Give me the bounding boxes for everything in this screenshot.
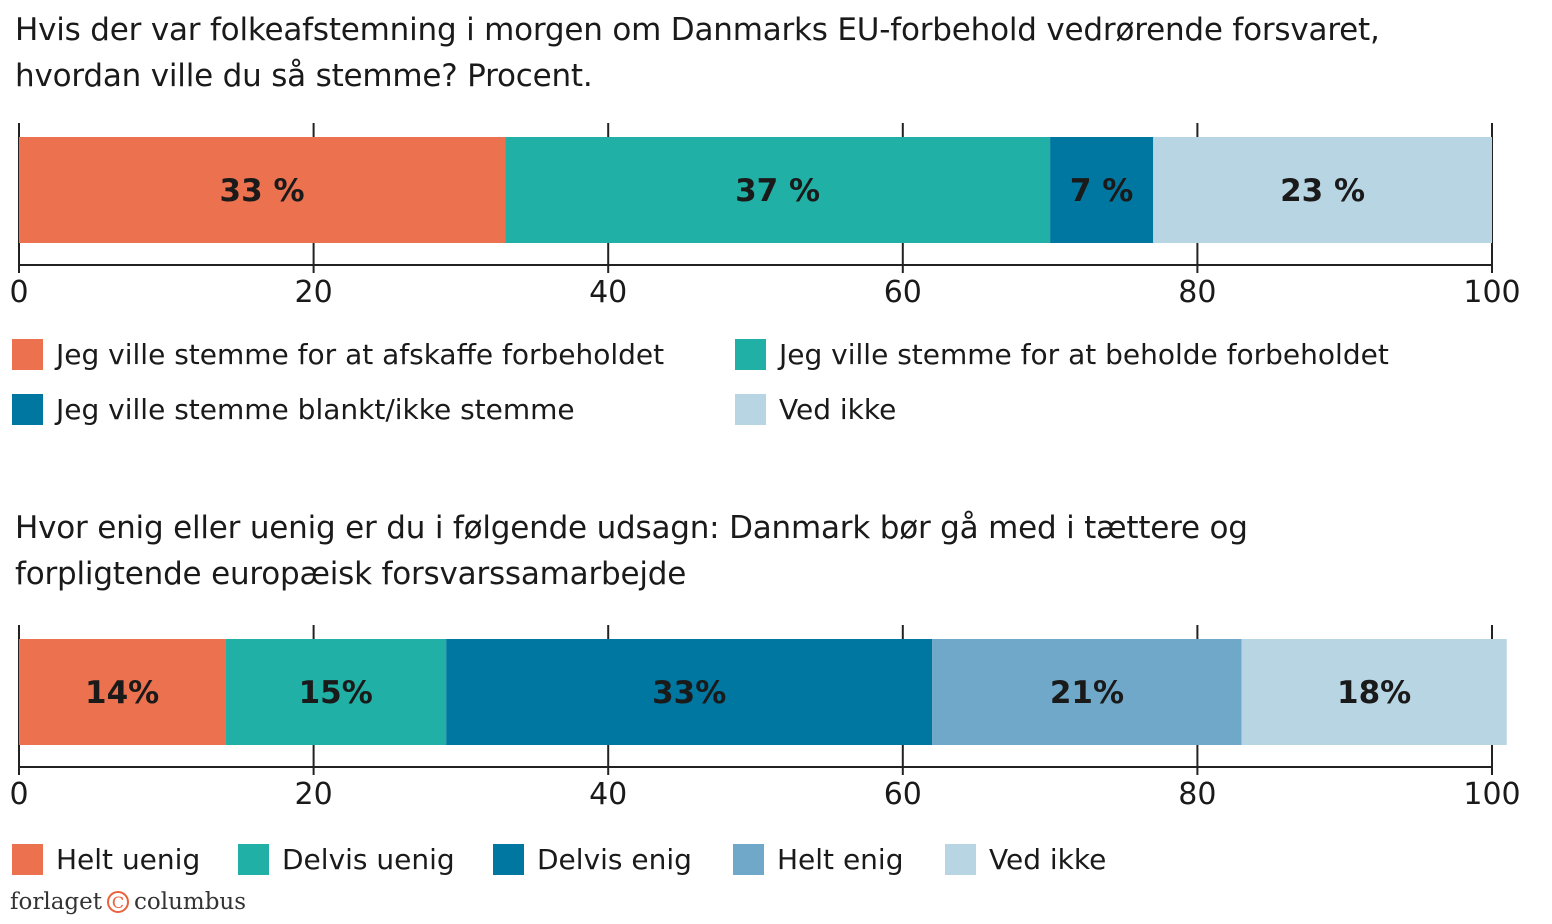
- legend-swatch: [493, 844, 524, 875]
- logo-symbol-icon: C: [107, 891, 129, 913]
- x-tick-label: 60: [884, 777, 922, 812]
- legend-label: Helt enig: [777, 843, 904, 876]
- chart2-title: Hvor enig eller uenig er du i følgende u…: [15, 505, 1248, 597]
- bar-segment: [932, 639, 1242, 745]
- x-tick-label: 0: [9, 275, 28, 310]
- chart2-title-line2: forpligtende europæisk forsvarssamarbejd…: [15, 556, 687, 592]
- x-tick-label: 100: [1463, 777, 1520, 812]
- legend-label: Ved ikke: [779, 393, 897, 426]
- bar-segment: [19, 137, 506, 243]
- chart2-title-line1: Hvor enig eller uenig er du i følgende u…: [15, 510, 1248, 546]
- legend-item: Ved ikke: [735, 393, 896, 426]
- legend-item: Delvis uenig: [238, 843, 455, 876]
- data-label: 33 %: [220, 173, 305, 209]
- chart2-plot: 0 20 40 60 80 100 14% 15% 33% 21% 18%: [9, 625, 1521, 812]
- bar-segment: [225, 639, 447, 745]
- x-tick-label: 40: [589, 275, 627, 310]
- legend-label: Jeg ville stemme blankt/ikke stemme: [56, 393, 575, 426]
- legend-label: Jeg ville stemme for at beholde forbehol…: [779, 338, 1389, 371]
- legend-label: Ved ikke: [989, 843, 1107, 876]
- bar-segment: [446, 639, 933, 745]
- chart1-title-line2: hvordan ville du så stemme? Procent.: [15, 58, 593, 94]
- chart1-plot: 0 20 40 60 80 100 33 % 37 % 7 % 23 %: [9, 123, 1521, 310]
- data-label: 33%: [652, 675, 726, 711]
- legend-swatch: [12, 844, 43, 875]
- x-tick-label: 80: [1178, 275, 1216, 310]
- logo-text-right: columbus: [134, 889, 247, 915]
- legend-item: Delvis enig: [493, 843, 692, 876]
- x-tick-label: 100: [1463, 275, 1520, 310]
- legend-label: Delvis enig: [537, 843, 692, 876]
- bar-segment: [19, 639, 226, 745]
- legend-swatch: [733, 844, 764, 875]
- legend-item: Helt enig: [733, 843, 903, 876]
- legend-swatch: [735, 339, 766, 370]
- data-label: 21%: [1050, 675, 1124, 711]
- legend-swatch: [12, 394, 43, 425]
- legend-item: Jeg ville stemme blankt/ikke stemme: [12, 393, 575, 426]
- legend-label: Helt uenig: [56, 843, 201, 876]
- publisher-logo: forlaget C columbus: [10, 889, 246, 915]
- x-tick-label: 0: [9, 777, 28, 812]
- legend-label: Delvis uenig: [282, 843, 455, 876]
- bar-segment: [1153, 137, 1492, 243]
- data-label: 15%: [299, 675, 373, 711]
- legend-item: Jeg ville stemme for at afskaffe forbeho…: [12, 338, 664, 371]
- logo-text-left: forlaget: [10, 889, 102, 915]
- bar-segment: [1050, 137, 1154, 243]
- legend-item: Helt uenig: [12, 843, 200, 876]
- x-tick-label: 60: [884, 275, 922, 310]
- x-tick-label: 80: [1178, 777, 1216, 812]
- x-tick-label: 40: [589, 777, 627, 812]
- legend-swatch: [945, 844, 976, 875]
- legend-swatch: [238, 844, 269, 875]
- legend-item: Ved ikke: [945, 843, 1106, 876]
- data-label: 7 %: [1070, 173, 1133, 209]
- data-label: 18%: [1337, 675, 1411, 711]
- legend-swatch: [735, 394, 766, 425]
- bar-segment: [505, 137, 1051, 243]
- chart1-title-line1: Hvis der var folkeafstemning i morgen om…: [15, 12, 1380, 48]
- x-tick-label: 20: [295, 275, 333, 310]
- legend-label: Jeg ville stemme for at afskaffe forbeho…: [56, 338, 665, 371]
- data-label: 23 %: [1280, 173, 1365, 209]
- legend-item: Jeg ville stemme for at beholde forbehol…: [735, 338, 1389, 371]
- legend-swatch: [12, 339, 43, 370]
- chart1-title: Hvis der var folkeafstemning i morgen om…: [15, 7, 1380, 99]
- data-label: 37 %: [735, 173, 820, 209]
- x-tick-label: 20: [295, 777, 333, 812]
- data-label: 14%: [85, 675, 159, 711]
- bar-segment: [1241, 639, 1507, 745]
